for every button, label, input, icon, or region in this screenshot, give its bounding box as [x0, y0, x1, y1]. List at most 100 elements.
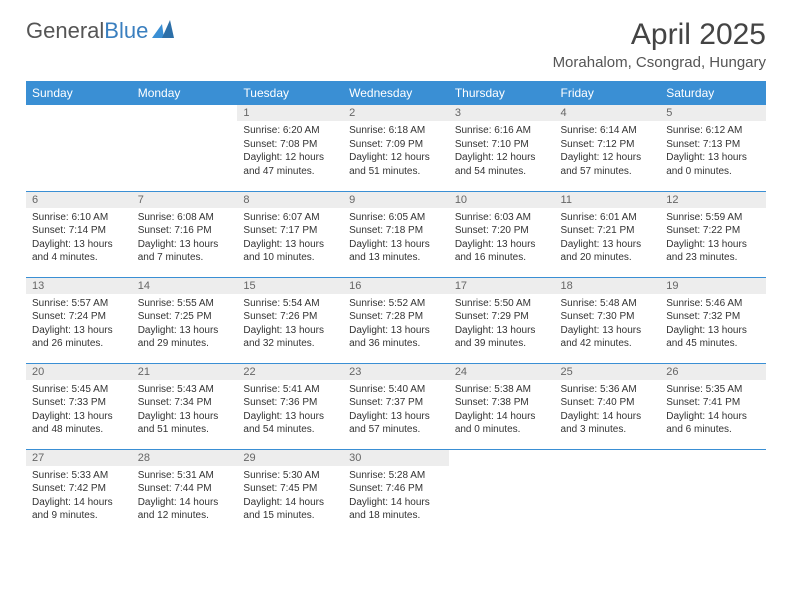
calendar-day-cell: 6Sunrise: 6:10 AMSunset: 7:14 PMDaylight… [26, 191, 132, 277]
day-number: 21 [132, 364, 238, 380]
day-detail-line: and 20 minutes. [561, 251, 655, 265]
brand-logo: GeneralBlue [26, 18, 174, 44]
calendar-day-cell: 28Sunrise: 5:31 AMSunset: 7:44 PMDayligh… [132, 449, 238, 535]
calendar-week-row: 27Sunrise: 5:33 AMSunset: 7:42 PMDayligh… [26, 449, 766, 535]
day-detail-line: and 45 minutes. [666, 337, 760, 351]
day-detail-line: Daylight: 13 hours [349, 324, 443, 338]
weekday-header: Sunday [26, 81, 132, 105]
day-detail-line: Sunset: 7:40 PM [561, 396, 655, 410]
day-detail-line: Daylight: 13 hours [138, 410, 232, 424]
day-detail-line: and 16 minutes. [455, 251, 549, 265]
day-number: 1 [237, 105, 343, 121]
day-detail-line: and 18 minutes. [349, 509, 443, 523]
day-detail-line: Sunset: 7:20 PM [455, 224, 549, 238]
day-number: 5 [660, 105, 766, 121]
day-detail-line: and 23 minutes. [666, 251, 760, 265]
day-detail-line: Sunrise: 5:46 AM [666, 297, 760, 311]
day-number: 18 [555, 278, 661, 294]
day-detail-line: Sunset: 7:37 PM [349, 396, 443, 410]
day-detail-line: Daylight: 13 hours [561, 238, 655, 252]
day-detail-line: and 29 minutes. [138, 337, 232, 351]
day-details: Sunrise: 5:28 AMSunset: 7:46 PMDaylight:… [343, 466, 449, 526]
day-details: Sunrise: 5:43 AMSunset: 7:34 PMDaylight:… [132, 380, 238, 440]
day-detail-line: Sunset: 7:14 PM [32, 224, 126, 238]
day-detail-line: and 3 minutes. [561, 423, 655, 437]
day-detail-line: and 0 minutes. [666, 165, 760, 179]
day-detail-line: Sunset: 7:45 PM [243, 482, 337, 496]
day-detail-line: Sunrise: 5:55 AM [138, 297, 232, 311]
day-details: Sunrise: 6:16 AMSunset: 7:10 PMDaylight:… [449, 121, 555, 181]
day-detail-line: Sunset: 7:26 PM [243, 310, 337, 324]
day-detail-line: Sunrise: 5:28 AM [349, 469, 443, 483]
calendar-day-cell: 3Sunrise: 6:16 AMSunset: 7:10 PMDaylight… [449, 105, 555, 191]
day-detail-line: and 48 minutes. [32, 423, 126, 437]
calendar-day-cell: 13Sunrise: 5:57 AMSunset: 7:24 PMDayligh… [26, 277, 132, 363]
day-detail-line: Sunset: 7:32 PM [666, 310, 760, 324]
day-detail-line: Daylight: 13 hours [666, 238, 760, 252]
day-detail-line: and 12 minutes. [138, 509, 232, 523]
weekday-header-row: Sunday Monday Tuesday Wednesday Thursday… [26, 81, 766, 105]
day-detail-line: Sunrise: 5:35 AM [666, 383, 760, 397]
day-detail-line: Sunset: 7:29 PM [455, 310, 549, 324]
day-number: 8 [237, 192, 343, 208]
day-detail-line: and 26 minutes. [32, 337, 126, 351]
day-detail-line: Daylight: 13 hours [32, 238, 126, 252]
day-detail-line: Sunrise: 5:48 AM [561, 297, 655, 311]
day-number: 14 [132, 278, 238, 294]
day-detail-line: Daylight: 13 hours [32, 324, 126, 338]
day-detail-line: Daylight: 13 hours [455, 238, 549, 252]
calendar-day-cell [132, 105, 238, 191]
day-details: Sunrise: 5:46 AMSunset: 7:32 PMDaylight:… [660, 294, 766, 354]
day-detail-line: Daylight: 12 hours [243, 151, 337, 165]
day-detail-line: and 0 minutes. [455, 423, 549, 437]
day-number: 24 [449, 364, 555, 380]
calendar-week-row: 1Sunrise: 6:20 AMSunset: 7:08 PMDaylight… [26, 105, 766, 191]
calendar-day-cell: 11Sunrise: 6:01 AMSunset: 7:21 PMDayligh… [555, 191, 661, 277]
day-details: Sunrise: 6:03 AMSunset: 7:20 PMDaylight:… [449, 208, 555, 268]
day-detail-line: Daylight: 12 hours [349, 151, 443, 165]
day-detail-line: and 51 minutes. [138, 423, 232, 437]
day-detail-line: Sunrise: 5:50 AM [455, 297, 549, 311]
weekday-header: Wednesday [343, 81, 449, 105]
day-details: Sunrise: 5:41 AMSunset: 7:36 PMDaylight:… [237, 380, 343, 440]
weekday-header: Saturday [660, 81, 766, 105]
day-detail-line: Daylight: 13 hours [32, 410, 126, 424]
day-detail-line: Daylight: 13 hours [666, 151, 760, 165]
calendar-day-cell: 12Sunrise: 5:59 AMSunset: 7:22 PMDayligh… [660, 191, 766, 277]
day-number: 13 [26, 278, 132, 294]
day-detail-line: Sunrise: 5:31 AM [138, 469, 232, 483]
day-detail-line: Sunset: 7:13 PM [666, 138, 760, 152]
calendar-day-cell: 5 Sunrise: 6:12 AMSunset: 7:13 PMDaylight… [660, 105, 766, 191]
day-detail-line: and 7 minutes. [138, 251, 232, 265]
day-detail-line: Sunrise: 6:03 AM [455, 211, 549, 225]
day-details: Sunrise: 5:38 AMSunset: 7:38 PMDaylight:… [449, 380, 555, 440]
day-detail-line: Daylight: 14 hours [666, 410, 760, 424]
day-detail-line: and 4 minutes. [32, 251, 126, 265]
calendar-day-cell: 30Sunrise: 5:28 AMSunset: 7:46 PMDayligh… [343, 449, 449, 535]
calendar-day-cell [26, 105, 132, 191]
day-detail-line: Sunset: 7:38 PM [455, 396, 549, 410]
day-detail-line: Sunset: 7:34 PM [138, 396, 232, 410]
day-detail-line: and 36 minutes. [349, 337, 443, 351]
day-detail-line: Sunset: 7:25 PM [138, 310, 232, 324]
day-detail-line: Sunrise: 6:01 AM [561, 211, 655, 225]
day-detail-line: Sunset: 7:21 PM [561, 224, 655, 238]
day-details: Sunrise: 6:01 AMSunset: 7:21 PMDaylight:… [555, 208, 661, 268]
calendar-day-cell: 8Sunrise: 6:07 AMSunset: 7:17 PMDaylight… [237, 191, 343, 277]
day-detail-line: Sunrise: 5:36 AM [561, 383, 655, 397]
day-detail-line: and 9 minutes. [32, 509, 126, 523]
day-detail-line: Sunrise: 6:16 AM [455, 124, 549, 138]
day-detail-line: Sunrise: 5:30 AM [243, 469, 337, 483]
calendar-day-cell [555, 449, 661, 535]
day-detail-line: and 32 minutes. [243, 337, 337, 351]
day-number: 25 [555, 364, 661, 380]
day-detail-line: Sunset: 7:10 PM [455, 138, 549, 152]
day-detail-line: and 54 minutes. [243, 423, 337, 437]
weekday-header: Tuesday [237, 81, 343, 105]
day-number: 9 [343, 192, 449, 208]
day-detail-line: Sunrise: 6:12 AM [666, 124, 760, 138]
day-details: Sunrise: 6:20 AMSunset: 7:08 PMDaylight:… [237, 121, 343, 181]
day-number: 15 [237, 278, 343, 294]
calendar-week-row: 20Sunrise: 5:45 AMSunset: 7:33 PMDayligh… [26, 363, 766, 449]
day-detail-line: Daylight: 14 hours [138, 496, 232, 510]
